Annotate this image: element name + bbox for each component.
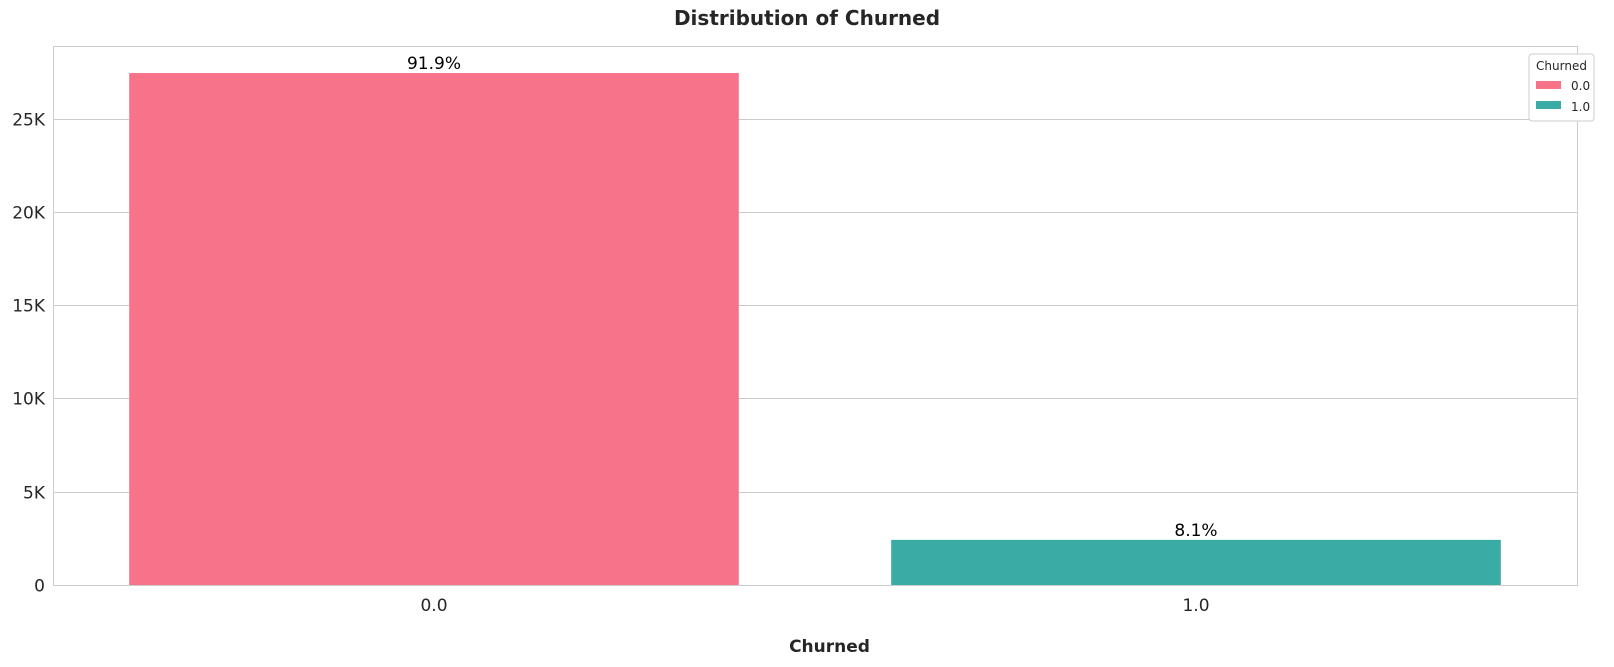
y-tick-label: 5K xyxy=(23,484,46,504)
bars xyxy=(129,73,1501,586)
x-tick-label: 1.0 xyxy=(1182,596,1209,616)
plot-frame xyxy=(53,46,1578,586)
x-axis-label: Churned xyxy=(789,637,870,657)
legend-swatch-0 xyxy=(1536,81,1561,89)
bar-0.0 xyxy=(129,73,739,586)
legend: Churned 0.0 1.0 xyxy=(1528,53,1595,122)
legend-title: Churned xyxy=(1536,59,1587,73)
legend-label-0: 0.0 xyxy=(1571,79,1590,93)
data-labels: 91.9% 8.1% xyxy=(407,54,1218,541)
x-tick-labels: 0.0 1.0 xyxy=(420,596,1209,616)
y-tick-label: 25K xyxy=(12,111,46,131)
data-label: 8.1% xyxy=(1174,521,1217,541)
y-tick-label: 10K xyxy=(12,390,46,410)
legend-label-1: 1.0 xyxy=(1571,100,1590,114)
legend-swatch-1 xyxy=(1536,101,1561,109)
y-tick-labels: 0 5K 10K 15K 20K 25K xyxy=(12,111,46,597)
bar-1.0 xyxy=(891,539,1501,585)
y-tick-label: 15K xyxy=(12,297,46,317)
chart-title: Distribution of Churned xyxy=(673,6,941,30)
y-tick-label: 20K xyxy=(12,204,46,224)
y-tick-label: 0 xyxy=(34,577,45,597)
x-tick-label: 0.0 xyxy=(420,596,447,616)
data-label: 91.9% xyxy=(407,54,461,74)
